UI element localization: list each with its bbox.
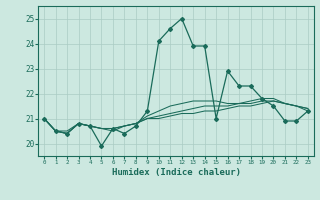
X-axis label: Humidex (Indice chaleur): Humidex (Indice chaleur)	[111, 168, 241, 177]
